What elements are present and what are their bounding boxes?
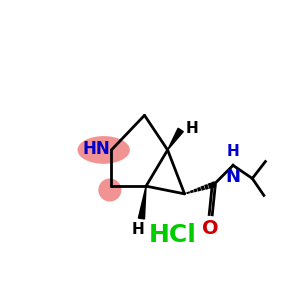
Polygon shape (168, 128, 183, 150)
Text: H: H (185, 121, 198, 136)
Text: H: H (132, 222, 145, 237)
Text: HN: HN (82, 140, 110, 158)
Polygon shape (138, 186, 146, 219)
Text: O: O (202, 219, 219, 238)
Ellipse shape (98, 178, 122, 202)
Text: H: H (227, 144, 239, 159)
Ellipse shape (77, 136, 130, 164)
Text: N: N (226, 168, 241, 186)
Text: HCl: HCl (149, 223, 197, 247)
